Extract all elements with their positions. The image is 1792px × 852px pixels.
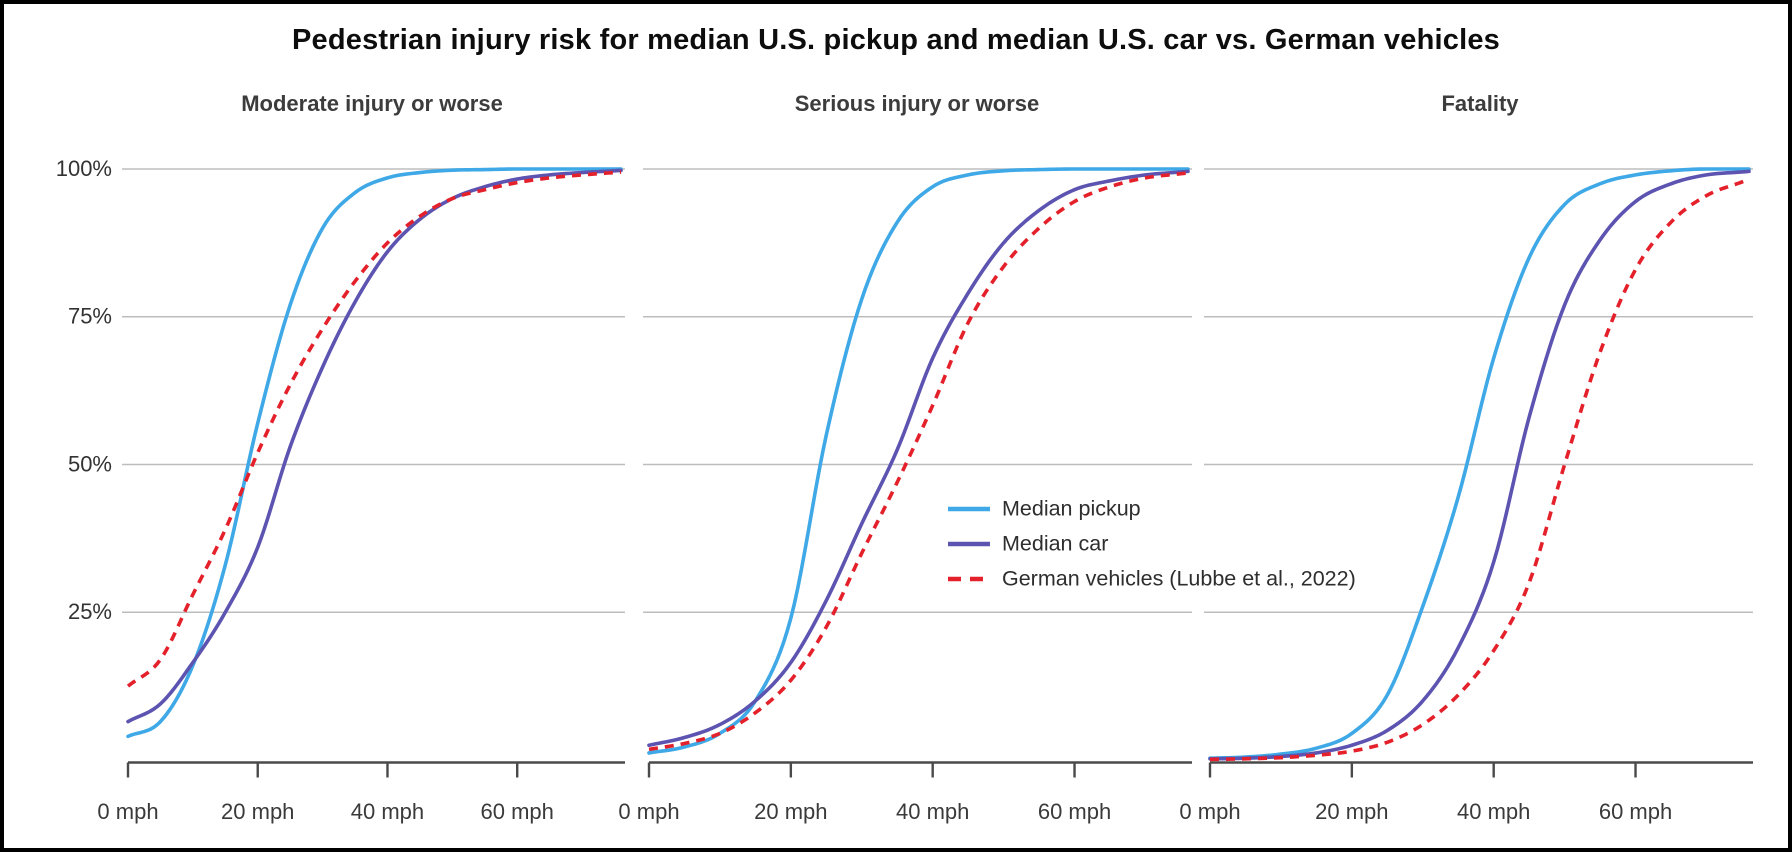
x-tick-label-60: 60 mph [481,799,554,824]
x-tick-label-40: 40 mph [1457,799,1530,824]
x-tick-label-40: 40 mph [896,799,969,824]
x-tick-label-0: 0 mph [97,799,158,824]
legend-label-german-vehicles-lubbe-et-al-2022: German vehicles (Lubbe et al., 2022) [1002,567,1356,591]
panel-title-fatality: Fatality [1441,91,1519,116]
injury-risk-plot: 25% 50% 75% 100% 0 mph 20 mph 40 mph 60 mph 0 mp… [56,156,1753,824]
x-tick-label-40: 40 mph [351,799,424,824]
curve-median-car [126,168,623,724]
x-tick-label-20: 20 mph [221,799,294,824]
panel-title-serious: Serious injury or worse [794,91,1040,116]
y-tick-label-75: 75% [68,304,112,329]
x-tick-label-0: 0 mph [618,799,679,824]
x-tick-label-60: 60 mph [1038,799,1111,824]
x-tick-label-60: 60 mph [1599,799,1672,824]
curve-german-vehicles-lubbe-et-al-2022 [1209,177,1750,762]
curve-german-vehicles-lubbe-et-al-2022 [126,170,622,688]
curve-median-pickup [647,167,1190,755]
legend-label-median-pickup: Median pickup [1002,497,1141,521]
curve-median-car [647,169,1190,748]
curve-median-car [1208,169,1751,761]
y-tick-label-50: 50% [68,451,112,476]
x-tick-label-20: 20 mph [754,799,827,824]
legend-label-median-car: Median car [1002,532,1108,556]
curve-german-vehicles-lubbe-et-al-2022 [648,171,1189,752]
chart-title: Pedestrian injury risk for median U.S. p… [291,24,1501,56]
panel-title-moderate: Moderate injury or worse [241,91,503,116]
x-tick-label-20: 20 mph [1315,799,1388,824]
curve-median-pickup [1208,167,1751,761]
y-tick-label-100: 100% [56,156,112,181]
x-tick-label-0: 0 mph [1179,799,1240,824]
y-tick-label-25: 25% [68,599,112,624]
legend: Median pickup Median car German vehicles (… [948,497,1356,591]
curve-median-pickup [126,167,623,739]
